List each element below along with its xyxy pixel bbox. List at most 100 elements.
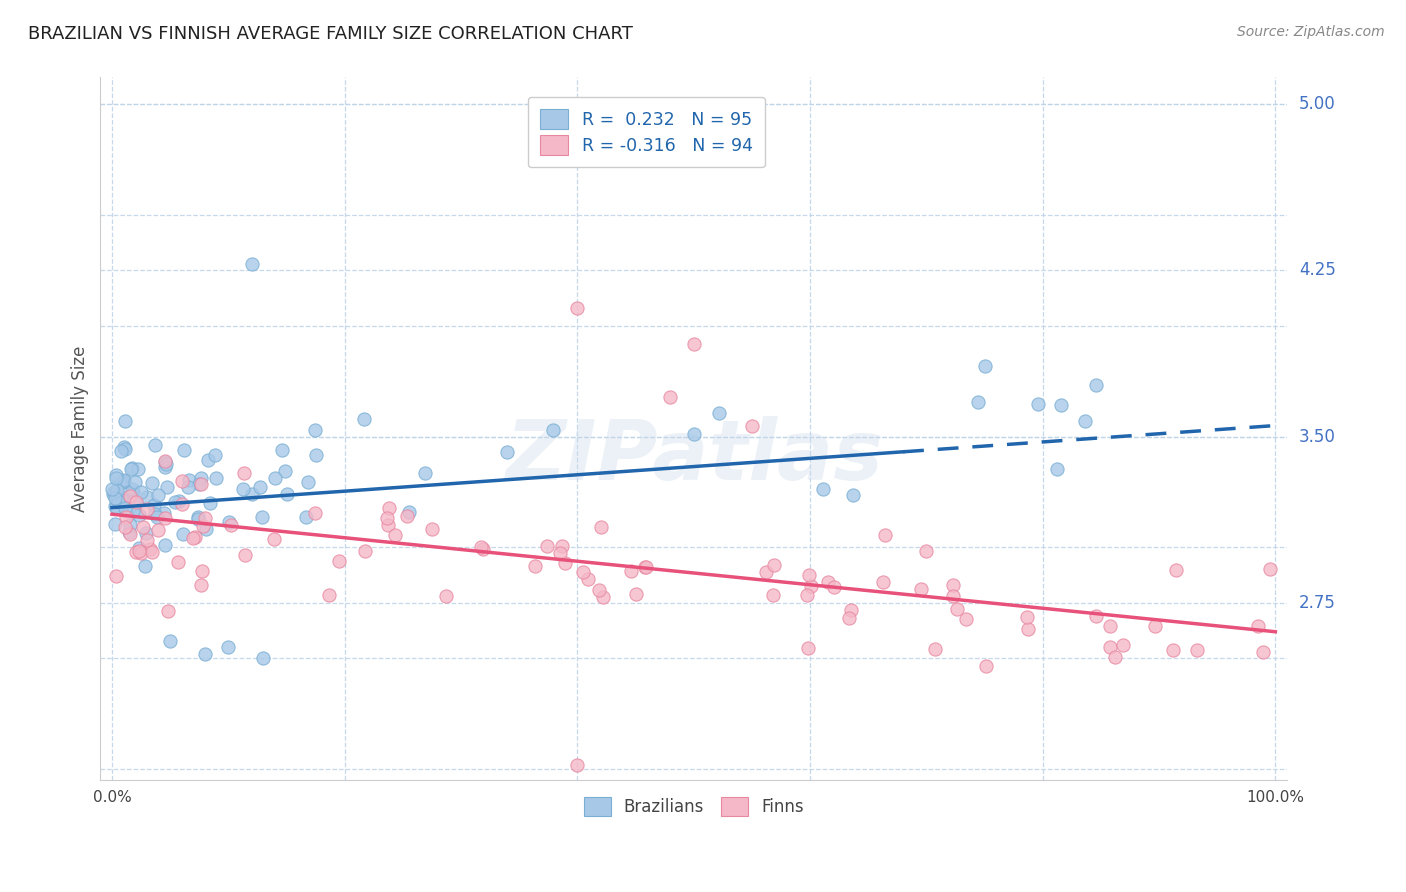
Point (915, 543, 938, 558)
Point (797, 567, 820, 582)
Point (240, 486, 263, 500)
Point (155, 457, 177, 471)
Point (136, 490, 159, 504)
Point (955, 611, 977, 625)
Text: BRAZILIAN VS FINNISH AVERAGE FAMILY SIZE CORRELATION CHART: BRAZILIAN VS FINNISH AVERAGE FAMILY SIZE… (28, 25, 633, 43)
Point (434, 589, 457, 603)
Text: ZIPatlas: ZIPatlas (505, 417, 883, 498)
Point (190, 471, 212, 485)
Point (1098, 640, 1121, 654)
Point (551, 539, 574, 553)
Point (172, 497, 194, 511)
Point (800, 579, 823, 593)
Point (620, 564, 643, 578)
Point (190, 578, 212, 592)
Point (682, 336, 704, 351)
Point (114, 520, 136, 534)
Point (304, 506, 326, 520)
Text: Source: ZipAtlas.com: Source: ZipAtlas.com (1237, 25, 1385, 39)
Point (132, 520, 155, 534)
Point (264, 471, 287, 485)
Point (128, 541, 150, 556)
Text: 5.00: 5.00 (1299, 95, 1336, 113)
Point (136, 533, 159, 547)
Point (153, 455, 176, 469)
Point (796, 640, 818, 655)
Point (1026, 397, 1049, 411)
Point (122, 485, 145, 500)
Point (1046, 461, 1069, 475)
Point (105, 467, 128, 482)
Point (554, 556, 576, 570)
Point (839, 603, 862, 617)
Point (276, 487, 298, 501)
Point (122, 494, 145, 508)
Point (139, 542, 162, 557)
Point (233, 548, 256, 562)
Point (634, 560, 657, 574)
Point (153, 511, 176, 525)
Point (128, 544, 150, 558)
Text: 2.75: 2.75 (1299, 594, 1336, 612)
Point (104, 491, 127, 505)
Point (111, 490, 134, 504)
Point (470, 540, 492, 554)
Point (873, 527, 896, 541)
Point (1260, 562, 1282, 576)
Point (167, 493, 190, 508)
Point (536, 539, 558, 553)
Point (796, 588, 818, 602)
Point (135, 501, 157, 516)
Point (304, 423, 326, 437)
Point (118, 527, 141, 541)
Point (755, 565, 778, 579)
Point (305, 449, 328, 463)
Point (967, 395, 990, 409)
Point (683, 427, 706, 442)
Point (110, 444, 132, 458)
Point (377, 517, 399, 532)
Point (131, 546, 153, 560)
Point (1015, 610, 1038, 624)
Point (1247, 619, 1270, 633)
Point (114, 500, 136, 515)
Point (153, 507, 176, 521)
Point (143, 507, 166, 521)
Point (1017, 622, 1039, 636)
Point (141, 476, 163, 491)
Point (159, 633, 181, 648)
Point (110, 493, 132, 508)
Point (659, 390, 682, 404)
Point (589, 519, 612, 533)
Point (1104, 649, 1126, 664)
Point (576, 572, 599, 586)
Point (838, 611, 860, 625)
Point (105, 568, 128, 582)
Point (155, 459, 177, 474)
Point (101, 482, 124, 496)
Point (120, 518, 142, 533)
Point (128, 508, 150, 523)
Point (122, 504, 145, 518)
Y-axis label: Average Family Size: Average Family Size (72, 346, 89, 512)
Point (111, 475, 134, 490)
Point (195, 522, 218, 536)
Text: 3.50: 3.50 (1299, 427, 1336, 446)
Point (472, 542, 495, 557)
Point (124, 475, 146, 490)
Point (118, 525, 141, 540)
Point (572, 565, 595, 579)
Point (974, 658, 997, 673)
Point (1049, 398, 1071, 412)
Point (232, 482, 254, 496)
Point (1161, 643, 1184, 657)
Point (156, 604, 179, 618)
Point (187, 476, 209, 491)
Point (107, 494, 129, 508)
Point (592, 591, 614, 605)
Point (218, 515, 240, 529)
Point (1073, 415, 1095, 429)
Point (496, 445, 519, 459)
Point (194, 647, 217, 661)
Point (811, 483, 834, 497)
